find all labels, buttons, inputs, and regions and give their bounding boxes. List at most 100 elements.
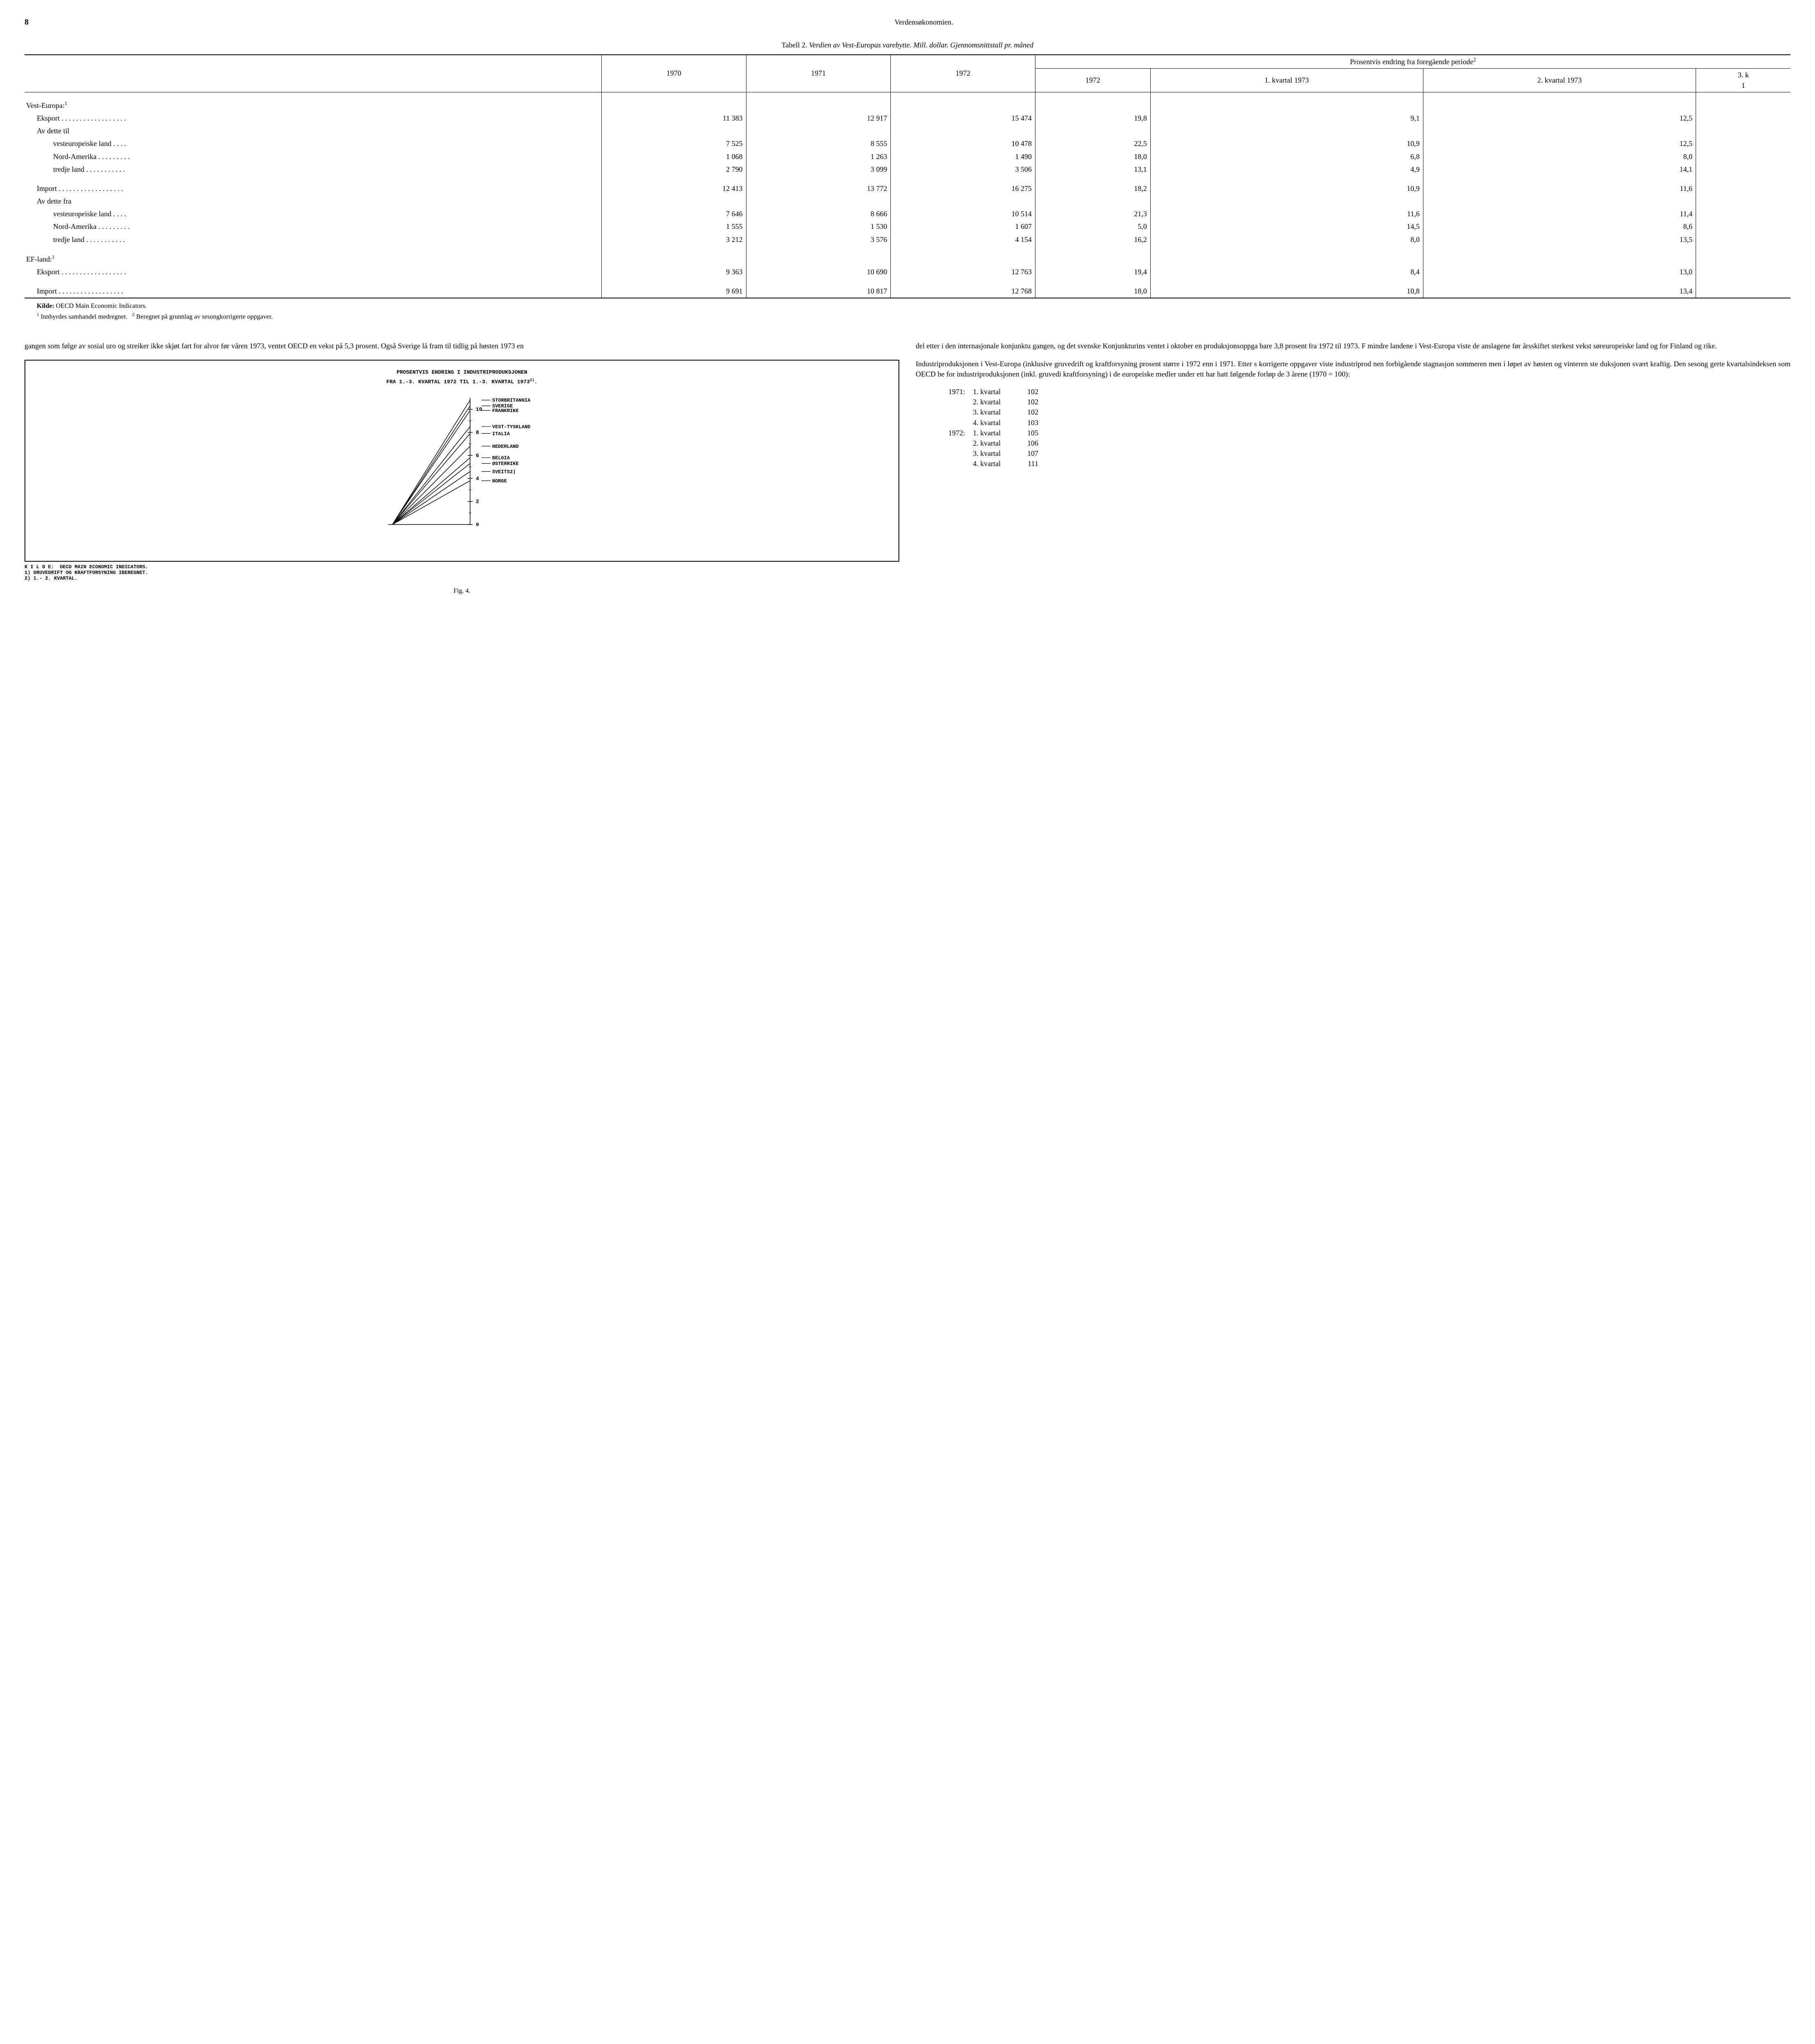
body-columns: gangen som følge av sosial uro og streik… [25, 334, 1790, 596]
col-pct-1972: 1972 [1035, 69, 1150, 92]
table-caption: Tabell 2. Verdien av Vest-Europas vareby… [25, 40, 1790, 50]
left-column: gangen som følge av sosial uro og streik… [25, 334, 899, 596]
table-caption-label: Tabell 2. [782, 41, 807, 49]
data-table: 1970 1971 1972 Prosentvis endring fra fo… [25, 54, 1790, 298]
cell: 16 275 [891, 182, 1035, 195]
chart-area: 1086420STORBRITANNIASVERIGEFRANKRIKEVEST… [34, 390, 890, 537]
cell [1696, 150, 1790, 163]
cell: 1 607 [891, 220, 1035, 233]
cell: 15 474 [891, 112, 1035, 125]
cell: 10 690 [746, 266, 891, 278]
cell: 3 212 [602, 233, 746, 246]
svg-text:NORGE: NORGE [492, 478, 507, 484]
cell: 12 763 [891, 266, 1035, 278]
cell: 8 666 [746, 208, 891, 220]
cell: 18,0 [1035, 150, 1150, 163]
cell: 1 555 [602, 220, 746, 233]
cell [602, 99, 746, 112]
col-pct-group: Prosentvis endring fra foregående period… [1035, 55, 1790, 69]
cell [1696, 137, 1790, 150]
cell [891, 125, 1035, 137]
cell [1035, 99, 1150, 112]
cell [1696, 233, 1790, 246]
cell [1423, 195, 1696, 208]
cell: 13,5 [1423, 233, 1696, 246]
cell [1696, 208, 1790, 220]
cell: 7 646 [602, 208, 746, 220]
table-body: Vest-Europa:1Eksport . . . . . . . . . .… [25, 92, 1790, 298]
cell [1150, 99, 1423, 112]
cell: 4,9 [1150, 163, 1423, 176]
cell: 11,6 [1423, 182, 1696, 195]
svg-text:SVEITS2): SVEITS2) [492, 469, 516, 475]
right-column: del etter i den internasjonale konjunktu… [916, 334, 1790, 596]
cell [1150, 125, 1423, 137]
cell: 2 790 [602, 163, 746, 176]
right-paragraph-2: Industriproduksjonen i Vest-Europa (inkl… [916, 359, 1790, 379]
row-label: Import . . . . . . . . . . . . . . . . .… [25, 285, 602, 298]
cell [602, 253, 746, 266]
cell [1035, 253, 1150, 266]
svg-text:ØSTERRIKE: ØSTERRIKE [492, 461, 519, 467]
svg-text:ITALIA: ITALIA [492, 431, 510, 437]
cell: 13,1 [1035, 163, 1150, 176]
row-label: Nord-Amerika . . . . . . . . . [25, 150, 602, 163]
page-number: 8 [25, 16, 57, 28]
chart-title-1: PROSENTVIS ENDRING I INDUSTRIPRODUKSJONE… [34, 369, 890, 376]
cell [1423, 125, 1696, 137]
cell: 19,4 [1035, 266, 1150, 278]
quarter-row: 3. kvartal107 [948, 448, 1790, 459]
page-header: 8 Verdensøkonomien. [25, 16, 1790, 28]
cell [891, 99, 1035, 112]
cell [1035, 125, 1150, 137]
cell [1696, 112, 1790, 125]
cell: 13,0 [1423, 266, 1696, 278]
row-label: tredje land . . . . . . . . . . . [25, 233, 602, 246]
cell: 6,8 [1150, 150, 1423, 163]
cell: 18,2 [1035, 182, 1150, 195]
cell: 11 383 [602, 112, 746, 125]
cell [1696, 195, 1790, 208]
chart-box: PROSENTVIS ENDRING I INDUSTRIPRODUKSJONE… [25, 360, 899, 562]
cell: 10,9 [1150, 137, 1423, 150]
quarter-row: 1972:1. kvartal105 [948, 428, 1790, 438]
col-q3: 3. k 1 [1696, 69, 1790, 92]
cell: 12,5 [1423, 137, 1696, 150]
cell [1696, 163, 1790, 176]
cell [1423, 253, 1696, 266]
cell: 14,1 [1423, 163, 1696, 176]
cell [746, 195, 891, 208]
cell: 4 154 [891, 233, 1035, 246]
cell: 9 363 [602, 266, 746, 278]
row-label: EF-land:1 [25, 253, 602, 266]
cell [746, 125, 891, 137]
cell [746, 99, 891, 112]
row-label: vesteuropeiske land . . . . [25, 137, 602, 150]
table-source: Kilde: OECD Main Economic Indicators. [37, 302, 1790, 311]
cell: 9 691 [602, 285, 746, 298]
cell: 12 917 [746, 112, 891, 125]
col-1971: 1971 [746, 55, 891, 92]
cell: 11,4 [1423, 208, 1696, 220]
svg-text:NEDERLAND: NEDERLAND [492, 444, 519, 450]
cell [891, 253, 1035, 266]
cell [602, 195, 746, 208]
cell: 12 413 [602, 182, 746, 195]
cell: 13,4 [1423, 285, 1696, 298]
quarter-row: 1971:1. kvartal102 [948, 387, 1790, 397]
col-1970: 1970 [602, 55, 746, 92]
col-q1-1973: 1. kvartal 1973 [1150, 69, 1423, 92]
svg-text:6: 6 [476, 453, 479, 459]
row-label: vesteuropeiske land . . . . [25, 208, 602, 220]
cell [891, 195, 1035, 208]
right-paragraph-1: del etter i den internasjonale konjunktu… [916, 341, 1790, 351]
table-footnotes: 1 Innbyrdes samhandel medregnet. 2 Bereg… [37, 312, 1790, 322]
cell [1696, 253, 1790, 266]
quarter-row: 4. kvartal111 [948, 459, 1790, 469]
table-caption-title: Verdien av Vest-Europas varebytte. Mill.… [809, 41, 1033, 49]
cell: 10,9 [1150, 182, 1423, 195]
cell [1150, 195, 1423, 208]
svg-text:2: 2 [476, 499, 479, 505]
row-label: Import . . . . . . . . . . . . . . . . .… [25, 182, 602, 195]
cell [746, 253, 891, 266]
